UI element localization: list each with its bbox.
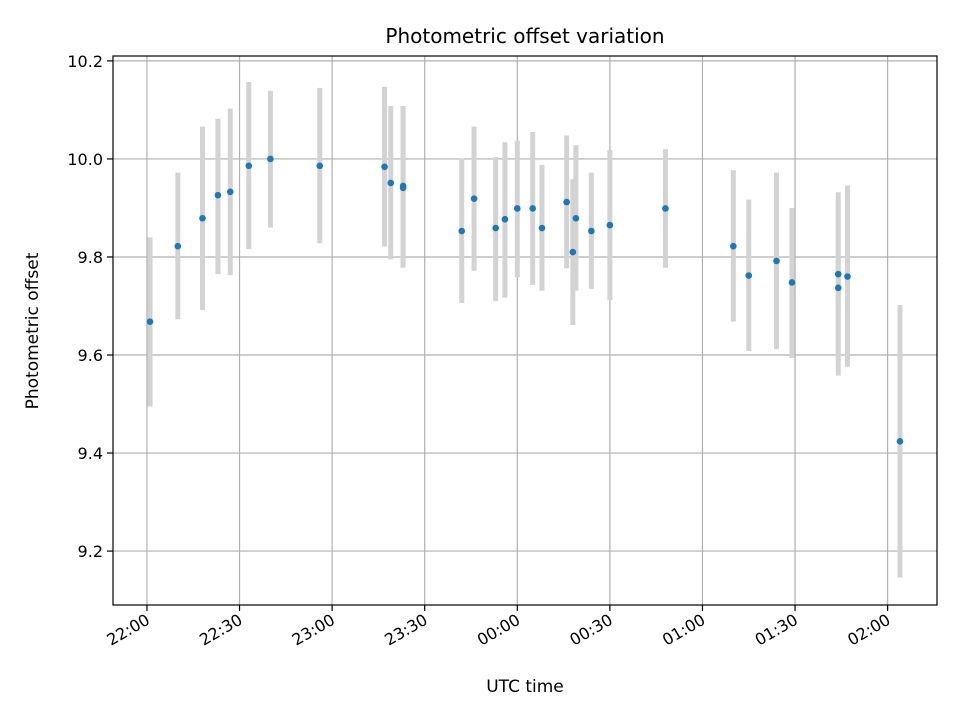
data-point (267, 155, 274, 163)
data-point (399, 184, 407, 192)
data-point (492, 224, 499, 232)
y-tick-label: 9.2 (78, 542, 103, 561)
chart-title: Photometric offset variation (385, 24, 664, 48)
data-point (896, 437, 904, 445)
x-axis-title: UTC time (486, 677, 564, 697)
data-point (538, 224, 546, 232)
data-point (174, 242, 182, 250)
data-point (788, 279, 796, 286)
data-point (606, 221, 614, 229)
error-bars (147, 81, 903, 578)
data-point (470, 195, 478, 202)
data-points (146, 155, 904, 445)
data-point (529, 205, 537, 212)
y-axis-ticks: 9.2 9.4 9.6 9.8 10.0 10.2 (67, 52, 113, 561)
data-point (214, 191, 222, 199)
y-tick-label: 10.0 (67, 150, 103, 169)
x-tick-label: 01:00 (659, 610, 708, 650)
y-tick-label: 10.2 (67, 52, 103, 71)
data-point (844, 273, 851, 280)
data-point (513, 205, 521, 212)
y-tick-label: 9.4 (78, 444, 103, 463)
data-point (745, 272, 753, 279)
data-point (226, 188, 234, 196)
data-point (245, 162, 253, 170)
x-tick-label: 00:00 (474, 610, 523, 650)
x-tick-label: 01:30 (752, 610, 801, 650)
grid (113, 56, 937, 605)
data-point (834, 270, 842, 278)
data-point (387, 179, 395, 187)
x-tick-label: 23:30 (381, 610, 430, 650)
data-point (501, 215, 509, 223)
x-tick-label: 23:00 (289, 610, 338, 650)
x-tick-label: 22:30 (196, 610, 245, 650)
x-tick-label: 22:00 (104, 610, 153, 650)
data-point (458, 227, 466, 235)
data-point (730, 242, 737, 250)
y-tick-label: 9.6 (78, 346, 103, 365)
data-point (662, 205, 669, 212)
y-axis-title: Photometric offset (23, 252, 43, 409)
data-point (381, 163, 388, 171)
data-point (588, 227, 595, 235)
x-tick-label: 02:00 (844, 610, 893, 650)
data-point (146, 318, 154, 325)
data-point (569, 248, 577, 256)
plot-frame (112, 55, 938, 606)
y-tick-label: 9.8 (78, 248, 103, 267)
x-axis-ticks: 22:00 22:30 23:00 23:30 00:00 00:30 01:00 01:30… (104, 605, 894, 650)
data-point (834, 284, 842, 292)
data-point (572, 214, 580, 222)
data-point (316, 162, 324, 170)
x-tick-label: 00:30 (566, 610, 615, 650)
data-point (199, 214, 206, 222)
data-point (563, 198, 570, 206)
data-point (773, 257, 780, 265)
